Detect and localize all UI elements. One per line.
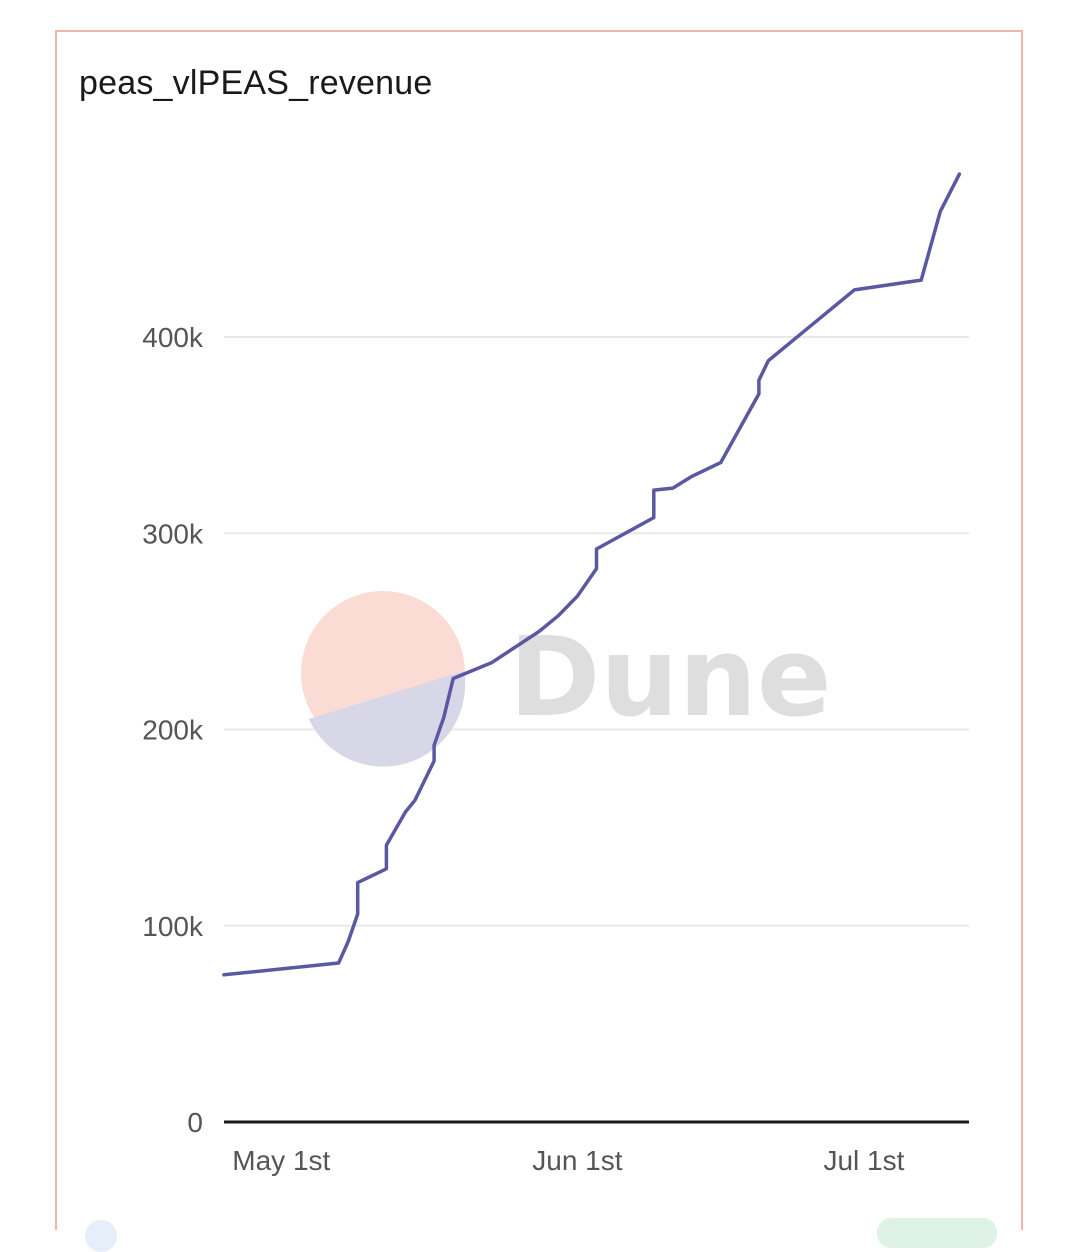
chart-title: peas_vlPEAS_revenue (79, 64, 433, 102)
dune-logo-icon (301, 591, 466, 767)
x-tick-label: Jun 1st (532, 1145, 622, 1176)
watermark-text: Dune (509, 613, 832, 741)
y-tick-label: 400k (142, 322, 204, 353)
chart-card: peas_vlPEAS_revenue Dune 0 100k 200k 300k 40… (55, 30, 1023, 1252)
x-tick-label: Jul 1st (823, 1145, 904, 1176)
y-tick-label: 0 (187, 1107, 203, 1138)
avatar-icon[interactable] (85, 1220, 117, 1252)
status-badge (877, 1218, 997, 1248)
x-tick-label: May 1st (232, 1145, 330, 1176)
y-axis-ticks: 0 100k 200k 300k 400k (142, 322, 204, 1138)
y-tick-label: 100k (142, 911, 204, 942)
dune-watermark: Dune (301, 591, 832, 767)
y-tick-label: 200k (142, 715, 204, 746)
line-chart: Dune 0 100k 200k 300k 400k May 1st Jun 1st Jul… (142, 172, 969, 1176)
y-tick-label: 300k (142, 518, 204, 549)
x-axis-ticks: May 1st Jun 1st Jul 1st (232, 1145, 904, 1176)
series-line (222, 172, 962, 977)
